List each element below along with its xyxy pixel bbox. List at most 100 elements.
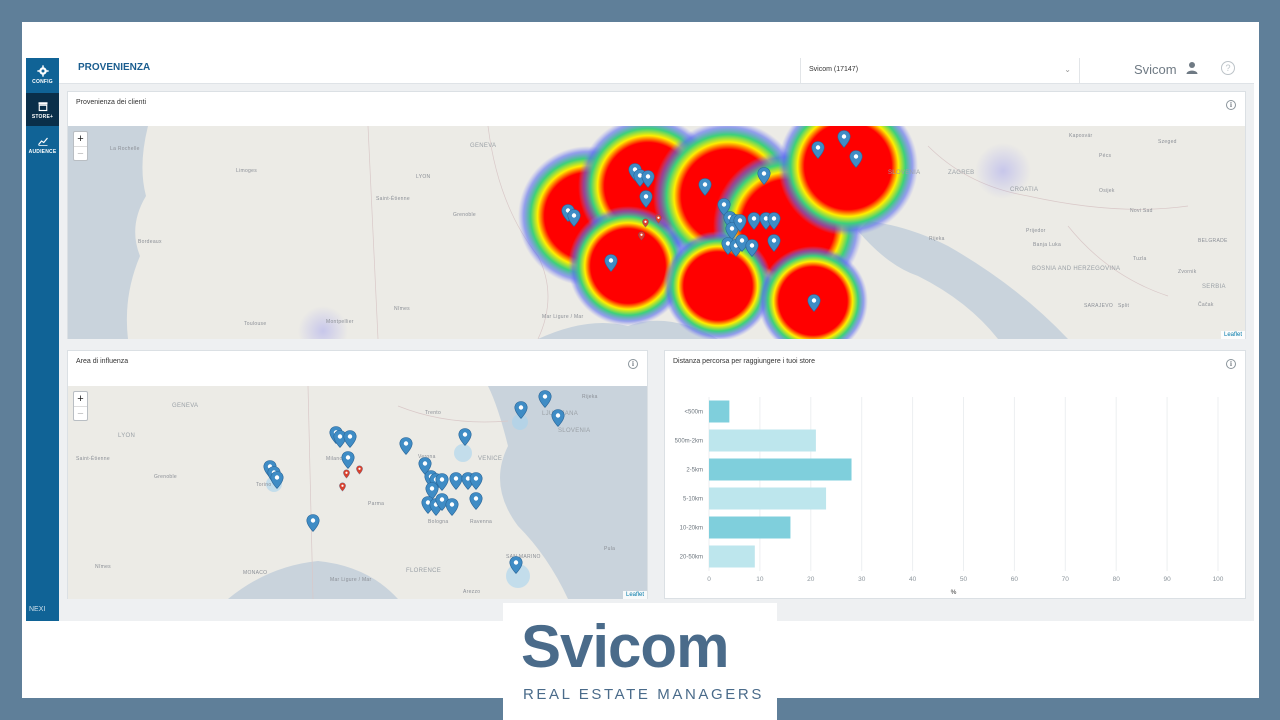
map-marker-icon[interactable] bbox=[654, 211, 662, 224]
map-label: Split bbox=[1118, 303, 1130, 309]
y-tick-label: 10-20km bbox=[680, 526, 703, 532]
sidebar-item-audience[interactable]: AUDIENCE bbox=[26, 128, 59, 161]
sidebar-item-config[interactable]: CONFIG bbox=[26, 58, 59, 91]
x-tick-label: 0 bbox=[707, 576, 711, 583]
map-marker-icon[interactable] bbox=[641, 170, 655, 188]
svicom-logo: Svicom REAL ESTATE MANAGERS bbox=[503, 603, 777, 720]
logo-wordmark: Svicom bbox=[521, 613, 729, 680]
map-marker-icon[interactable] bbox=[849, 150, 863, 168]
y-tick-label: 500m-2km bbox=[675, 439, 703, 445]
influence-card: Area di influenza i + − Leaflet GENEVA LY… bbox=[67, 350, 648, 599]
map-marker-icon[interactable] bbox=[567, 209, 581, 227]
map-label: GENEVA bbox=[470, 143, 497, 149]
origin-heatmap[interactable]: + − Leaflet La Rochelle Limoges Bordeaux Sa… bbox=[68, 126, 1245, 339]
map-marker-icon[interactable] bbox=[509, 556, 523, 574]
map-marker-icon[interactable] bbox=[343, 430, 357, 448]
map-marker-icon[interactable] bbox=[341, 451, 355, 469]
origin-card-title: Provenienza dei clienti bbox=[76, 99, 147, 106]
zoom-out-button[interactable]: − bbox=[74, 146, 87, 160]
zoom-in-button[interactable]: + bbox=[77, 393, 84, 405]
map-marker-icon[interactable] bbox=[469, 472, 483, 490]
map-label: FLORENCE bbox=[406, 568, 442, 574]
map-marker-icon[interactable] bbox=[767, 234, 781, 252]
info-icon[interactable]: i bbox=[1226, 359, 1236, 369]
map-label: BOSNIA AND HERZEGOVINA bbox=[1032, 266, 1121, 272]
map-marker-icon[interactable] bbox=[745, 239, 759, 257]
map-marker-icon[interactable] bbox=[551, 409, 565, 427]
info-icon[interactable]: i bbox=[628, 359, 638, 369]
x-tick-label: 80 bbox=[1113, 576, 1121, 583]
map-marker-icon[interactable] bbox=[435, 493, 449, 511]
map-marker-icon[interactable] bbox=[837, 130, 851, 148]
y-tick-label: 20-50km bbox=[680, 555, 703, 561]
map-marker-icon[interactable] bbox=[435, 473, 449, 491]
map-background bbox=[68, 126, 1245, 339]
map-attribution[interactable]: Leaflet bbox=[622, 591, 647, 599]
sidebar-item-label: CONFIG bbox=[32, 78, 53, 85]
x-tick-label: 60 bbox=[1011, 576, 1019, 583]
y-tick-label: 2-5km bbox=[686, 468, 703, 474]
map-marker-icon[interactable] bbox=[733, 214, 747, 232]
map-label: Grenoble bbox=[453, 212, 476, 218]
map-marker-icon[interactable] bbox=[538, 390, 552, 408]
map-label: Osijek bbox=[1099, 188, 1115, 194]
influence-map[interactable]: + − Leaflet GENEVA LYON Saint-Étienne Greno… bbox=[68, 386, 647, 599]
map-label: SLOVENIA bbox=[558, 428, 591, 434]
zoom-out-button[interactable]: − bbox=[74, 406, 87, 420]
sidebar-item-label: AUDIENCE bbox=[28, 148, 57, 155]
zoom-in-button[interactable]: + bbox=[77, 133, 84, 145]
map-label: Grenoble bbox=[154, 474, 177, 480]
bar bbox=[709, 429, 816, 452]
store-icon bbox=[38, 101, 47, 111]
map-label: Montpellier bbox=[326, 319, 354, 325]
map-marker-icon[interactable] bbox=[747, 212, 761, 230]
map-marker-icon[interactable] bbox=[514, 401, 528, 419]
map-marker-icon[interactable] bbox=[270, 471, 284, 489]
map-attribution[interactable]: Leaflet bbox=[1220, 331, 1245, 339]
map-label: GENEVA bbox=[172, 403, 199, 409]
map-marker-icon[interactable] bbox=[641, 215, 649, 228]
map-label: Čačak bbox=[1198, 302, 1214, 308]
map-marker-icon[interactable] bbox=[425, 482, 439, 500]
help-icon[interactable]: ? bbox=[1221, 61, 1235, 75]
nexi-logo: NEXI bbox=[29, 606, 46, 613]
map-marker-icon[interactable] bbox=[807, 294, 821, 312]
map-marker-icon[interactable] bbox=[767, 212, 781, 230]
map-marker-icon[interactable] bbox=[445, 498, 459, 516]
store-select[interactable]: Svicom (17147) ⌄ bbox=[800, 58, 1080, 83]
map-marker-icon[interactable] bbox=[717, 198, 731, 216]
map-marker-icon[interactable] bbox=[469, 492, 483, 510]
map-label: Szeged bbox=[1158, 139, 1177, 145]
map-marker-icon[interactable] bbox=[458, 428, 472, 446]
map-marker-icon[interactable] bbox=[637, 228, 645, 241]
map-marker-icon[interactable] bbox=[698, 178, 712, 196]
map-marker-icon[interactable] bbox=[604, 254, 618, 272]
map-label: CROATIA bbox=[1010, 187, 1039, 193]
gear-icon bbox=[36, 64, 49, 77]
map-marker-icon[interactable] bbox=[449, 472, 463, 490]
x-tick-label: 10 bbox=[756, 576, 764, 583]
map-label: Banja Luka bbox=[1033, 242, 1062, 248]
map-marker-icon[interactable] bbox=[342, 466, 350, 479]
map-marker-icon[interactable] bbox=[338, 479, 346, 492]
map-marker-icon[interactable] bbox=[735, 234, 749, 252]
map-label: Rijeka bbox=[929, 236, 945, 242]
distance-card-title: Distanza percorsa per raggiungere i tuoi… bbox=[673, 358, 816, 365]
sidebar-item-store[interactable]: STORE+ bbox=[26, 93, 59, 126]
map-label: LYON bbox=[416, 174, 431, 180]
map-marker-icon[interactable] bbox=[355, 462, 363, 475]
map-marker-icon[interactable] bbox=[639, 190, 653, 208]
logo-tagline: REAL ESTATE MANAGERS bbox=[523, 686, 764, 703]
user-name[interactable]: Svicom bbox=[1134, 62, 1177, 77]
distance-bar-chart: 0 10 20 30 40 50 60 70 80 90 100 <500m 500m-2km 2-5km… bbox=[675, 397, 1224, 596]
info-icon[interactable]: i bbox=[1226, 100, 1236, 110]
x-axis-label: % bbox=[951, 589, 957, 596]
map-label: Arezzo bbox=[463, 589, 481, 595]
x-tick-label: 40 bbox=[909, 576, 917, 583]
map-marker-icon[interactable] bbox=[399, 437, 413, 455]
user-icon[interactable] bbox=[1185, 61, 1199, 75]
map-marker-icon[interactable] bbox=[757, 167, 771, 185]
map-marker-icon[interactable] bbox=[306, 514, 320, 532]
map-label: Zvornik bbox=[1178, 269, 1197, 275]
map-marker-icon[interactable] bbox=[811, 141, 825, 159]
